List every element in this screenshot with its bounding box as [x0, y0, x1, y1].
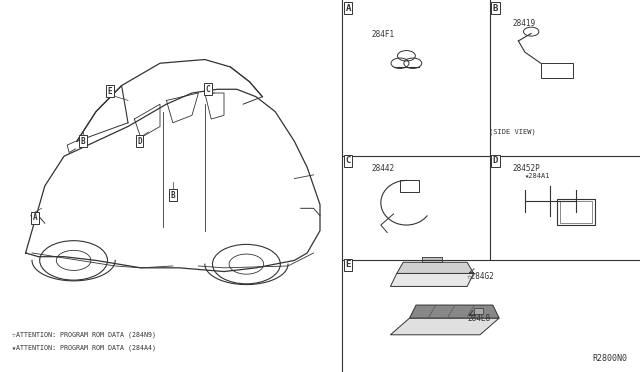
Text: E: E [108, 87, 113, 96]
Text: ☆284G2: ☆284G2 [467, 272, 495, 280]
Bar [541, 63, 573, 78]
Text: B: B [170, 191, 175, 200]
Text: R2800N0: R2800N0 [592, 354, 627, 363]
Text: ☆ATTENTION: PROGRAM ROM DATA (284N9): ☆ATTENTION: PROGRAM ROM DATA (284N9) [12, 331, 156, 337]
Text: A: A [33, 213, 38, 222]
Text: 28419: 28419 [512, 19, 535, 28]
Text: ★ATTENTION: PROGRAM ROM DATA (284A4): ★ATTENTION: PROGRAM ROM DATA (284A4) [12, 344, 156, 350]
Text: D: D [493, 156, 498, 165]
Text: (SIDE VIEW): (SIDE VIEW) [488, 128, 536, 135]
Bar [560, 201, 592, 223]
Polygon shape [390, 318, 499, 335]
Text: D: D [137, 137, 142, 146]
Text: C: C [205, 85, 211, 94]
Bar [474, 308, 483, 314]
Polygon shape [397, 262, 474, 273]
Text: 28452P: 28452P [512, 164, 540, 173]
Text: E: E [346, 260, 351, 269]
Bar [422, 257, 442, 262]
Text: 28442: 28442 [371, 164, 394, 173]
Bar [557, 199, 595, 225]
Text: 284L8: 284L8 [467, 314, 490, 323]
Text: C: C [346, 156, 351, 165]
Text: B: B [493, 4, 498, 13]
Text: A: A [346, 4, 351, 13]
Text: ★284A1: ★284A1 [525, 173, 550, 179]
Polygon shape [410, 305, 499, 318]
Bar [400, 180, 419, 192]
Text: 284F1: 284F1 [371, 30, 394, 39]
Text: B: B [81, 137, 86, 146]
Polygon shape [390, 273, 474, 286]
